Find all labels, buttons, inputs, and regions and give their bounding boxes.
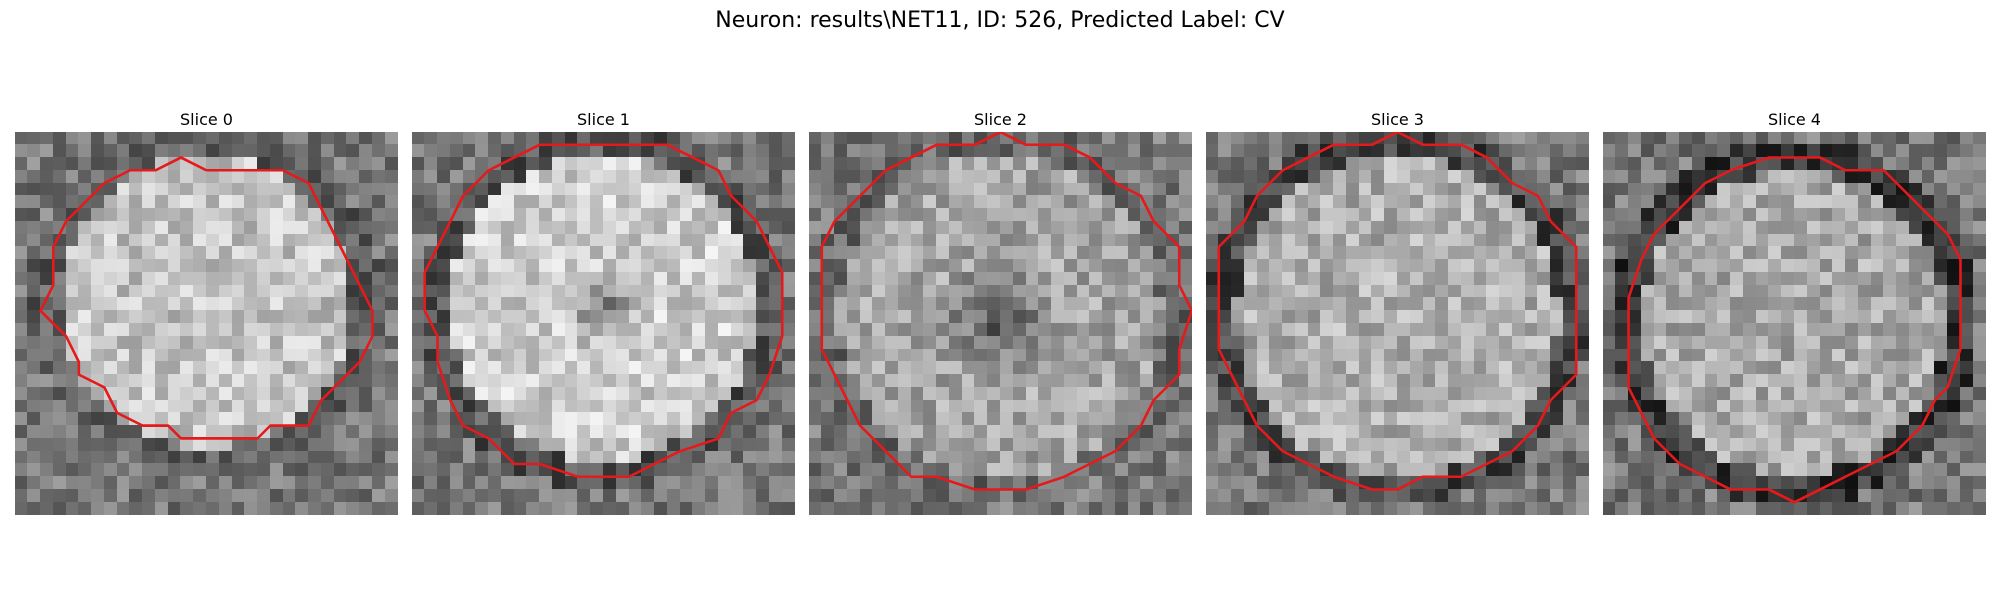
slice-panel-0: Slice 0 <box>15 108 398 515</box>
slice-image <box>1206 132 1589 515</box>
slice-image <box>15 132 398 515</box>
slice-image <box>809 132 1192 515</box>
slice-panel-1: Slice 1 <box>412 108 795 515</box>
figure-title: Neuron: results\NET11, ID: 526, Predicte… <box>715 8 1285 33</box>
slice-image <box>412 132 795 515</box>
slice-title: Slice 2 <box>974 110 1027 129</box>
slice-image <box>1603 132 1986 515</box>
slice-title: Slice 1 <box>577 110 630 129</box>
slice-panel-2: Slice 2 <box>809 108 1192 515</box>
slice-panel-3: Slice 3 <box>1206 108 1589 515</box>
slice-title: Slice 4 <box>1768 110 1821 129</box>
slice-panel-4: Slice 4 <box>1603 108 1986 515</box>
slice-title: Slice 3 <box>1371 110 1424 129</box>
slice-title: Slice 0 <box>180 110 233 129</box>
